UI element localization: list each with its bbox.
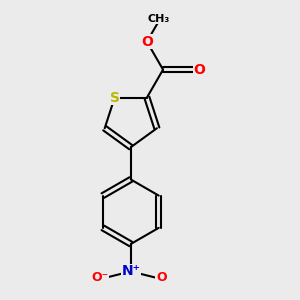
Text: O⁻: O⁻ <box>92 272 109 284</box>
Text: O: O <box>141 35 153 49</box>
Text: N⁺: N⁺ <box>122 264 140 278</box>
Text: O: O <box>193 63 205 76</box>
Text: S: S <box>110 91 120 105</box>
Text: CH₃: CH₃ <box>147 14 169 24</box>
Text: O: O <box>156 272 167 284</box>
